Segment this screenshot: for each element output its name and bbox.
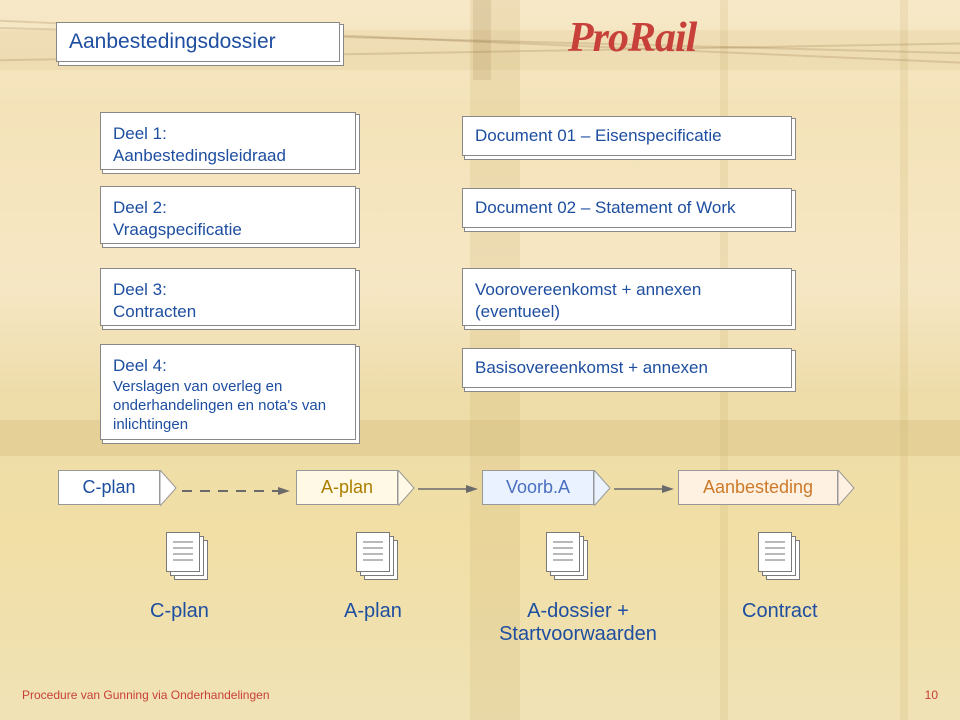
label-a-dossier: A-dossier + Startvoorwaarden — [498, 600, 658, 646]
logo-text: ProRail — [568, 15, 696, 61]
tag-aanbesteding-notch — [838, 470, 856, 506]
footer-left: Procedure van Gunning via Onderhandeling… — [22, 688, 270, 702]
tag-c-plan-label: C-plan — [82, 477, 135, 497]
deel-3-text: Contracten — [113, 302, 196, 321]
tag-aanbesteding-label: Aanbesteding — [703, 477, 813, 497]
doc-stack-a-dossier — [546, 532, 588, 580]
box-doc-01: Document 01 – Eisenspecificatie — [462, 116, 792, 156]
deel-1-text: Aanbestedingsleidraad — [113, 146, 286, 165]
doc-01-text: Document 01 – Eisenspecificatie — [475, 126, 722, 145]
deel-3-title: Deel 3: — [113, 280, 167, 299]
box-basisovereenkomst: Basisovereenkomst + annexen — [462, 348, 792, 388]
box-doc-02: Document 02 – Statement of Work — [462, 188, 792, 228]
box-deel-2: Deel 2: Vraagspecificatie — [100, 186, 356, 244]
title-text: Aanbestedingsdossier — [69, 30, 276, 53]
box-deel-4: Deel 4: Verslagen van overleg en onderha… — [100, 344, 356, 440]
tag-a-plan-notch — [398, 470, 416, 506]
box-voorovereenkomst: Voorovereenkomst + annexen (eventueel) — [462, 268, 792, 326]
tag-a-plan-label: A-plan — [321, 477, 373, 497]
doc-stack-a-plan — [356, 532, 398, 580]
tag-c-plan: C-plan — [58, 470, 160, 505]
label-contract: Contract — [742, 600, 818, 623]
label-a-plan: A-plan — [344, 600, 402, 623]
flow-connector-2 — [418, 484, 480, 496]
tag-voorb-a-notch — [594, 470, 612, 506]
tag-voorb-a: Voorb.A — [482, 470, 594, 505]
tag-c-plan-notch — [160, 470, 178, 506]
doc-02-text: Document 02 – Statement of Work — [475, 198, 735, 217]
box-deel-1: Deel 1: Aanbestedingsleidraad — [100, 112, 356, 170]
box-deel-3: Deel 3: Contracten — [100, 268, 356, 326]
title-box: Aanbestedingsdossier — [56, 22, 340, 62]
deel-4-line2: onderhandelingen en nota's van — [113, 397, 326, 414]
tag-voorb-a-label: Voorb.A — [506, 477, 570, 497]
vooroveer-line2: (eventueel) — [475, 302, 560, 321]
doc-stack-contract — [758, 532, 800, 580]
basisoveer-text: Basisovereenkomst + annexen — [475, 358, 708, 377]
label-c-plan: C-plan — [150, 600, 209, 623]
deel-4-title: Deel 4: — [113, 356, 167, 375]
doc-stack-c-plan — [166, 532, 208, 580]
tag-aanbesteding: Aanbesteding — [678, 470, 838, 505]
deel-1-title: Deel 1: — [113, 124, 167, 143]
flow-dash-connector — [182, 487, 292, 497]
deel-4-line1: Verslagen van overleg en — [113, 378, 282, 395]
vooroveer-line1: Voorovereenkomst + annexen — [475, 280, 701, 299]
tag-a-plan: A-plan — [296, 470, 398, 505]
deel-4-line3: inlichtingen — [113, 416, 188, 433]
prorail-logo: ProRail — [568, 14, 696, 62]
deel-2-title: Deel 2: — [113, 198, 167, 217]
deel-2-text: Vraagspecificatie — [113, 220, 242, 239]
flow-connector-3 — [614, 484, 676, 496]
footer-right: 10 — [925, 688, 938, 702]
